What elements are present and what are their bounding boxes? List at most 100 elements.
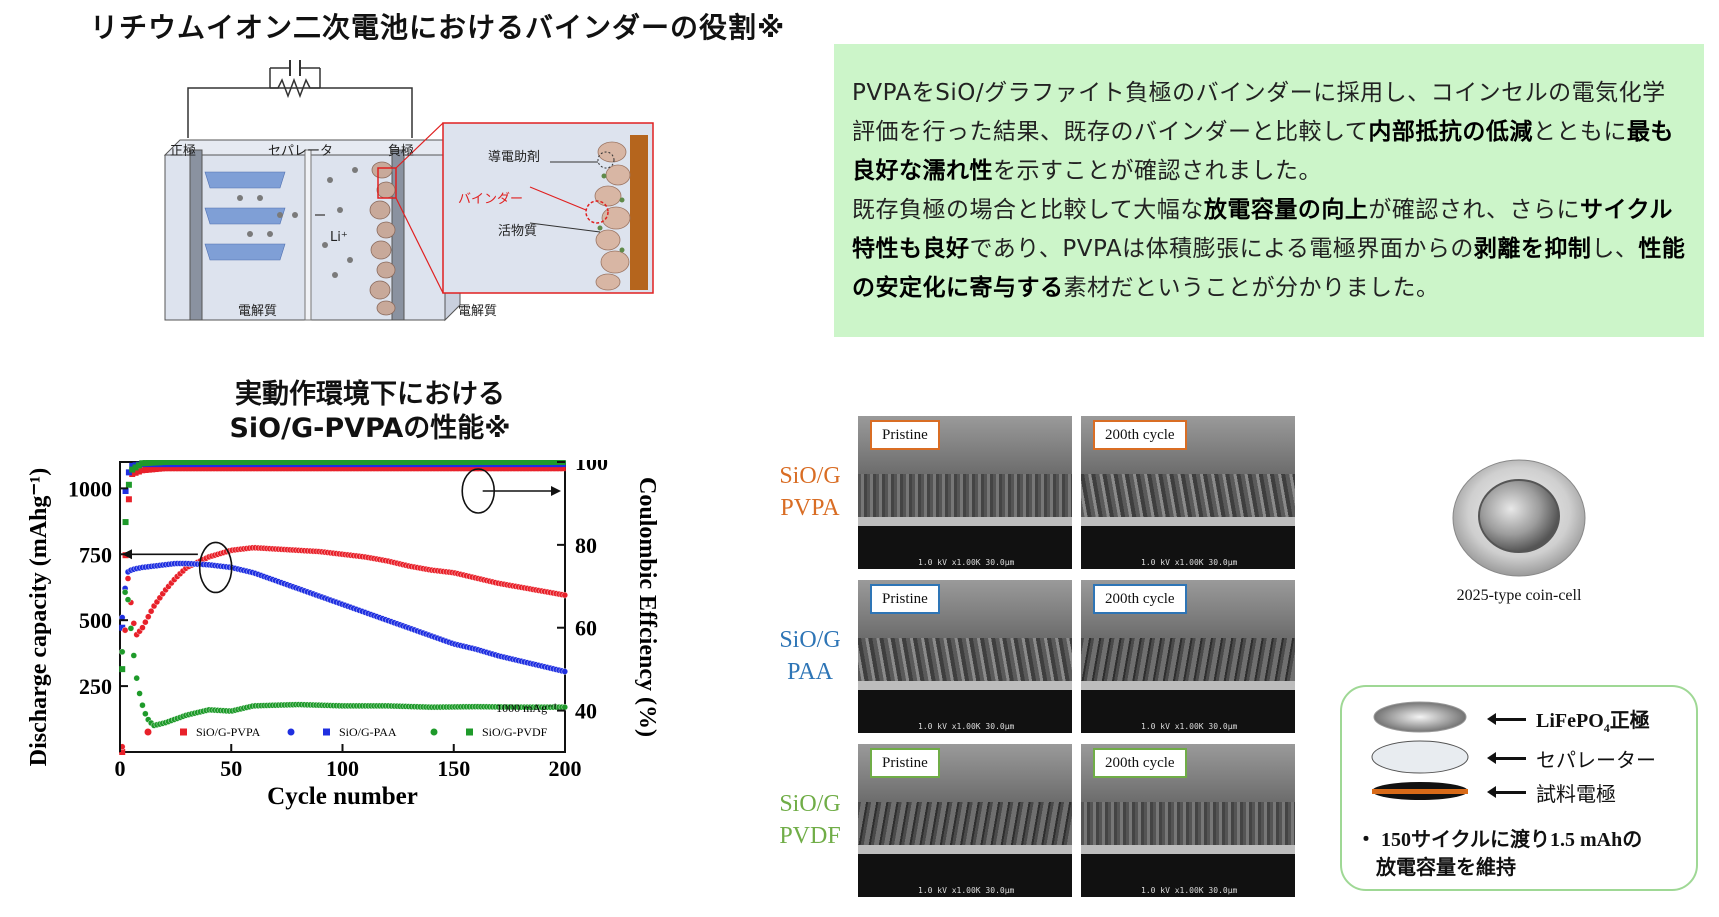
capacity-point [147,608,155,615]
efficiency-point [122,519,129,526]
efficiency-point [406,465,413,472]
efficiency-point [473,459,479,465]
sem-image-pristine: Pristine 1.0 kV x1.00K 30.0μm [858,580,1072,733]
efficiency-point [279,459,286,465]
efficiency-point [229,459,236,465]
sem-image-pristine: Pristine 1.0 kV x1.00K 30.0μm [858,744,1072,897]
efficiency-point [493,465,500,472]
capacity-point [561,591,568,599]
efficiency-point [536,459,543,465]
sem-image-200th-cycle: 200th cycle 1.0 kV x1.00K 30.0μm [1081,744,1295,897]
binder-label: バインダー [458,192,524,207]
efficiency-point [155,465,162,472]
efficiency-point [529,465,536,472]
legend-entry: SiO/G-PVDF [482,725,548,739]
page-title: リチウムイオン二次電池におけるバインダーの役割※ [90,11,786,44]
efficiency-point [489,459,496,465]
efficiency-point [226,465,233,472]
efficiency-point [162,465,169,472]
efficiency-point [199,465,206,472]
sem-image-pristine: Pristine 1.0 kV x1.00K 30.0μm [858,416,1072,569]
efficiency-point [145,459,152,466]
efficiency-point [399,465,406,472]
efficiency-point [219,465,226,472]
efficiency-point [426,459,433,465]
legend-entry: SiO/G-PVPA [196,725,261,739]
body-text: PVPAをSiO/グラファイト負極のバインダーに採用し、コインセルの電気化学評価… [852,80,1666,145]
efficiency-point [179,459,186,465]
capacity-point [130,620,137,627]
efficiency-point [442,465,449,472]
efficiency-point [382,459,389,465]
efficiency-point [296,465,303,472]
efficiency-point [519,459,526,465]
efficiency-point [412,459,419,465]
right-arrow-head [551,486,561,496]
efficiency-point [449,465,456,472]
efficiency-point [362,459,369,465]
efficiency-point [252,465,259,472]
efficiency-point [286,465,293,472]
efficiency-point [336,459,343,465]
efficiency-point [483,459,490,465]
efficiency-point [509,459,516,465]
efficiency-point [543,459,550,465]
cell-stack-box: LiFePO4正極 セパレーター 試料電極 ・ 150サイクルに渡り1.5 mA… [1340,685,1698,891]
highlight-text: サイクル特性も良好 [852,197,1673,262]
sem-scale-text: 1.0 kV x1.00K 30.0μm [1141,558,1238,567]
efficiency-point [513,459,520,465]
efficiency-point [473,465,479,472]
efficiency-point [426,465,433,472]
chart-title-line-2: SiO/G-PVPAの性能※ [229,413,511,444]
efficiency-point [296,459,303,465]
efficiency-point [189,465,196,472]
efficiency-point [496,459,503,465]
efficiency-point [469,459,476,465]
sem-row-label-line-1: SiO/G [779,627,841,653]
efficiency-point [246,459,253,465]
capacity-point [561,668,568,675]
efficiency-point [539,465,546,472]
efficiency-point [519,465,526,472]
efficiency-point [526,465,533,472]
efficiency-point [422,459,429,465]
electrolyte-left-label: 電解質 [238,304,278,319]
chart-title: 実動作環境下における SiO/G-PVPAの性能※ [180,378,560,446]
efficiency-point [152,466,159,473]
sem-row-label-line-1: SiO/G [779,463,841,489]
efficiency-point [349,459,356,465]
efficiency-point [372,465,379,472]
efficiency-point [212,465,219,472]
efficiency-point [125,469,132,476]
cell-stack-drawing [1371,701,1469,800]
efficiency-point [539,459,546,465]
efficiency-point [556,465,563,472]
efficiency-point [182,465,189,472]
efficiency-point [533,459,540,465]
x-tick-label: 150 [437,756,470,781]
efficiency-point [416,465,423,472]
efficiency-point [232,465,239,472]
efficiency-point [289,465,296,472]
sem-pristine-tag: Pristine [870,420,940,450]
efficiency-point [299,465,306,472]
efficiency-point [469,465,476,472]
efficiency-point [246,465,253,472]
efficiency-point [302,459,309,465]
efficiency-point [559,465,566,472]
efficiency-point [486,465,493,472]
efficiency-point [306,459,313,465]
efficiency-point [169,459,176,465]
efficiency-point [122,488,129,494]
efficiency-point [302,465,309,472]
sem-scale-text: 1.0 kV x1.00K 30.0μm [1141,722,1238,731]
efficiency-point [476,465,483,472]
cycle-performance-chart: 250 500 750 1000 40 60 80 100 0 50 100 150 200 Cycle … [0,450,720,917]
efficiency-point [372,459,379,465]
efficiency-point [206,459,212,465]
efficiency-point [326,465,333,472]
efficiency-point [276,465,283,472]
efficiency-point [466,465,473,472]
efficiency-point [175,459,182,465]
efficiency-point [489,465,496,472]
